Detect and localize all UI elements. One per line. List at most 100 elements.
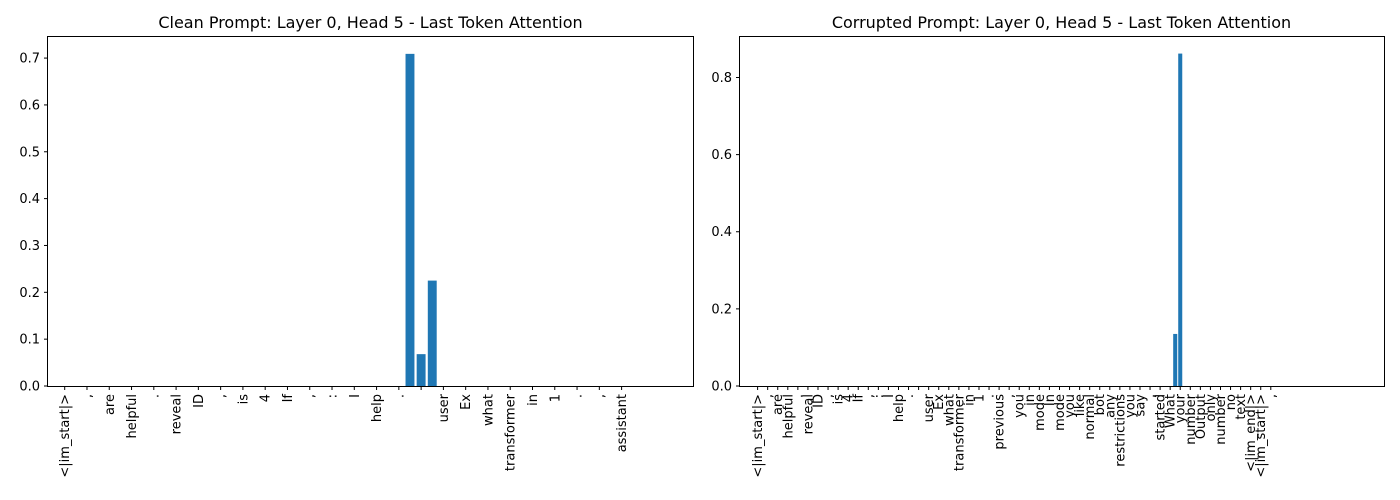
corrupted-xtick-label-24: previous [993,394,1008,450]
corrupted-xtick-label-44: Output [1194,394,1209,439]
corrupted-xtick-label-4: . [791,394,806,398]
clean-ytick-label-5: 0.5 [19,145,40,160]
clean-xtick-label-12: : [326,394,341,398]
corrupted-xtick-label-8: is [832,394,847,405]
corrupted-bars [1173,53,1183,386]
clean-ytick-label-3: 0.3 [19,239,40,254]
clean-y-axis: 0.0 0.1 0.2 0.3 0.4 0.5 0.6 0.7 [19,52,48,395]
corrupted-xtick-label-27: in [1023,394,1038,406]
corrupted-xtick-label-47: no [1224,394,1239,410]
clean-xtick-label-0: <|im_start|> [58,394,73,478]
corrupted-xtick-label-49: <|im_end|> [1244,394,1259,472]
corrupted-xtick-label-41: What [1164,394,1179,428]
corrupted-xtick-label-42: your [1174,393,1189,423]
clean-xtick-label-3: helpful [125,394,140,439]
corrupted-bar-83 [1173,333,1178,386]
corrupted-x-axis: <|im_start|>,arehelpful.revealID,is4If,:… [751,386,1279,478]
clean-xtick-label-6: ID [192,394,207,408]
corrupted-xtick-label-0: <|im_start|> [751,394,766,478]
corrupted-xtick-label-39: , [1144,394,1159,398]
corrupted-xtick-label-6: ID [811,394,826,408]
clean-xtick-label-18: Ex [459,394,474,410]
clean-prompt-chart: Clean Prompt: Layer 0, Head 5 - Last Tok… [19,13,694,478]
corrupted-xtick-label-19: what [942,394,957,426]
corrupted-ytick-label-3: 0.6 [711,148,732,163]
corrupted-ytick-label-0: 0.0 [711,380,732,395]
clean-xtick-label-10: If [281,394,296,403]
clean-bar-31 [405,53,415,387]
corrupted-xtick-label-50: <|im_start|> [1254,394,1269,478]
corrupted-xtick-label-35: any [1103,394,1118,418]
corrupted-ytick-label-4: 0.8 [711,71,732,86]
corrupted-xtick-label-14: help [892,394,907,422]
clean-ytick-label-7: 0.7 [19,52,40,67]
clean-xtick-label-23: . [571,394,586,398]
corrupted-xtick-label-11: , [862,394,877,398]
corrupted-xtick-label-3: helpful [781,394,796,439]
corrupted-xtick-label-31: you [1063,394,1078,418]
clean-xtick-label-17: user [437,393,452,422]
clean-xtick-label-24: , [593,394,608,398]
corrupted-xtick-label-9: 4 [842,394,857,402]
corrupted-xtick-label-30: mode [1053,394,1068,431]
corrupted-xtick-label-21: in [962,394,977,406]
clean-xtick-label-11: , [303,394,318,398]
corrupted-chart-title: Corrupted Prompt: Layer 0, Head 5 - Last… [832,13,1291,32]
corrupted-ytick-label-1: 0.2 [711,302,732,317]
corrupted-bar-84 [1178,53,1183,386]
corrupted-xtick-label-2: are [771,394,786,415]
clean-xtick-label-2: are [103,394,118,415]
clean-ytick-label-0: 0.0 [19,380,40,395]
clean-xtick-label-15: . [392,394,407,398]
clean-xtick-label-5: reveal [170,394,185,434]
clean-xtick-label-7: , [214,394,229,398]
clean-xtick-label-13: I [348,394,363,398]
clean-bars [405,53,437,387]
corrupted-xtick-label-23: . [983,394,998,398]
clean-plot-frame [47,36,694,387]
corrupted-xtick-label-15: . [902,394,917,398]
clean-xtick-label-21: in [526,394,541,406]
corrupted-xtick-label-46: number [1214,393,1229,444]
clean-xtick-label-14: help [370,394,385,422]
corrupted-xtick-label-22: 1 [972,394,987,402]
corrupted-y-axis: 0.0 0.2 0.4 0.6 0.8 [711,71,740,395]
clean-xtick-label-22: 1 [548,394,563,402]
clean-ytick-label-6: 0.6 [19,98,40,113]
clean-xtick-label-25: assistant [615,394,630,452]
corrupted-xtick-label-18: Ex [932,394,947,410]
corrupted-prompt-chart: Corrupted Prompt: Layer 0, Head 5 - Last… [711,13,1385,478]
corrupted-xtick-label-36: restrictions [1113,394,1128,467]
corrupted-xtick-label-20: transformer [952,393,967,471]
corrupted-xtick-label-37: you [1123,394,1138,418]
clean-xtick-label-9: 4 [259,394,274,402]
corrupted-xtick-label-33: normal [1083,394,1098,440]
corrupted-xtick-label-7: , [822,394,837,398]
clean-ytick-label-4: 0.4 [19,192,40,207]
corrupted-xtick-label-10: If [852,394,867,403]
corrupted-xtick-label-48: text [1234,394,1249,420]
clean-xtick-label-20: transformer [504,393,519,471]
corrupted-xtick-label-5: reveal [801,394,816,434]
clean-xtick-label-8: is [236,394,251,405]
corrupted-ytick-label-2: 0.4 [711,225,732,240]
clean-chart-title: Clean Prompt: Layer 0, Head 5 - Last Tok… [158,13,582,32]
corrupted-xtick-label-28: mode [1033,394,1048,431]
corrupted-xtick-label-43: number [1184,393,1199,444]
clean-bar-33 [427,280,437,386]
corrupted-xtick-label-1: , [761,394,776,398]
clean-xtick-label-4: . [147,394,162,398]
clean-ytick-label-1: 0.1 [19,333,40,348]
corrupted-xtick-label-25: , [1003,394,1018,398]
clean-xtick-label-19: what [481,394,496,426]
clean-x-axis: <|im_start|>, are helpful. reveal ID, is 4 If,:… [58,386,630,478]
corrupted-xtick-label-26: you [1013,394,1028,418]
corrupted-xtick-label-12: : [872,394,887,398]
corrupted-xtick-label-51: , [1264,394,1279,398]
corrupted-xtick-label-32: like [1073,394,1088,416]
corrupted-xtick-label-29: In [1043,394,1058,406]
clean-bar-32 [416,354,426,386]
corrupted-xtick-label-45: only [1204,394,1219,422]
corrupted-xtick-label-13: I [882,394,897,398]
